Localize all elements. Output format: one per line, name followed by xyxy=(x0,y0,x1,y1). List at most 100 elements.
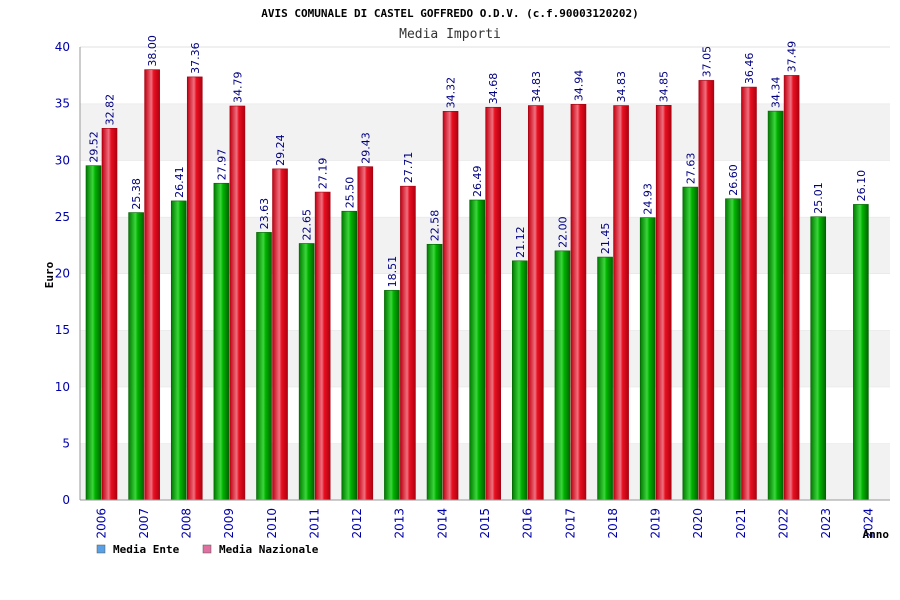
chart-subtitle: Media Importi xyxy=(399,27,501,42)
bar-media-ente xyxy=(725,198,741,501)
bar-media-nazionale xyxy=(655,105,672,501)
x-tick-label: 2007 xyxy=(137,508,151,539)
bar-media-nazionale xyxy=(101,128,118,501)
value-label-media-nazionale: 32.82 xyxy=(104,94,117,126)
value-label-media-nazionale: 34.32 xyxy=(445,77,458,109)
value-label-media-ente: 26.49 xyxy=(471,166,484,198)
value-label-media-ente: 21.12 xyxy=(514,226,527,258)
bar-media-ente xyxy=(639,217,656,501)
bar-media-ente xyxy=(85,165,102,501)
value-label-media-nazionale: 27.19 xyxy=(317,158,330,190)
chart-title: AVIS COMUNALE DI CASTEL GOFFREDO O.D.V. … xyxy=(261,7,639,20)
bar-media-nazionale xyxy=(357,166,374,501)
bar-media-nazionale xyxy=(783,75,800,501)
y-tick-label: 10 xyxy=(55,380,70,394)
bar-media-nazionale xyxy=(741,86,757,501)
value-label-media-nazionale: 34.83 xyxy=(615,71,628,103)
x-tick-label: 2021 xyxy=(734,508,748,539)
legend-label-media-ente: Media Ente xyxy=(113,543,180,556)
bar-media-ente xyxy=(128,212,144,501)
value-labels: 29.52 25.38 26.41 27.97 23.63 22.65 25.50 18.51… xyxy=(88,35,868,287)
value-label-media-ente: 29.52 xyxy=(88,131,101,163)
bar-media-nazionale xyxy=(400,185,416,501)
value-label-media-ente: 26.10 xyxy=(855,170,868,202)
bar-media-ente xyxy=(597,256,613,501)
value-label-media-ente: 25.38 xyxy=(130,178,143,210)
bar-media-nazionale xyxy=(314,191,331,501)
bar-media-nazionale xyxy=(485,106,501,501)
x-tick-label: 2023 xyxy=(819,508,833,539)
y-axis-label: Euro xyxy=(43,261,56,288)
x-tick-label: 2012 xyxy=(350,508,364,539)
x-tick-label: 2020 xyxy=(691,508,705,539)
value-label-media-ente: 24.93 xyxy=(642,183,655,215)
x-tick-label: 2013 xyxy=(393,508,407,539)
bar-media-ente xyxy=(426,243,443,501)
bar-media-nazionale xyxy=(229,105,246,501)
value-label-media-nazionale: 29.43 xyxy=(359,132,372,164)
legend-label-media-nazionale: Media Nazionale xyxy=(219,543,319,556)
bar-media-ente xyxy=(853,204,869,501)
value-label-media-nazionale: 38.00 xyxy=(146,35,159,67)
x-tick-label: 2017 xyxy=(563,508,577,539)
y-tick-label: 0 xyxy=(62,493,70,507)
x-tick-label: 2011 xyxy=(307,508,321,539)
bar-media-ente xyxy=(554,250,571,501)
bar-media-nazionale xyxy=(272,168,288,501)
x-tick-label: 2019 xyxy=(649,508,663,539)
value-label-media-nazionale: 34.83 xyxy=(530,71,543,103)
x-tick-label: 2008 xyxy=(180,508,194,539)
bar-media-ente xyxy=(298,243,315,501)
value-label-media-nazionale: 34.94 xyxy=(572,70,585,102)
bar-media-nazionale xyxy=(528,105,544,501)
value-label-media-ente: 21.45 xyxy=(599,223,612,255)
y-tick-label: 40 xyxy=(55,40,70,54)
x-tick-label: 2022 xyxy=(776,508,790,539)
x-tick-label: 2024 xyxy=(862,508,876,539)
value-label-media-ente: 22.58 xyxy=(429,210,442,242)
value-label-media-nazionale: 37.05 xyxy=(700,46,713,78)
bar-media-ente xyxy=(767,110,784,501)
value-label-media-ente: 25.50 xyxy=(343,177,356,209)
bar-media-nazionale xyxy=(442,111,459,501)
value-label-media-ente: 18.51 xyxy=(386,256,399,288)
bar-media-ente xyxy=(469,199,485,501)
bar-media-ente xyxy=(810,216,827,501)
y-tick-label: 30 xyxy=(55,153,70,167)
bar-media-nazionale xyxy=(144,69,160,501)
value-label-media-nazionale: 29.24 xyxy=(274,134,287,166)
value-label-media-nazionale: 34.79 xyxy=(231,72,244,104)
value-label-media-nazionale: 34.68 xyxy=(487,73,500,105)
value-label-media-ente: 26.41 xyxy=(173,166,186,198)
x-tick-label: 2014 xyxy=(435,508,449,539)
value-label-media-nazionale: 36.46 xyxy=(743,53,756,85)
bars xyxy=(85,69,869,501)
bar-media-nazionale xyxy=(570,104,587,501)
y-tick-label: 20 xyxy=(55,267,70,281)
x-tick-label: 2015 xyxy=(478,508,492,539)
value-label-media-ente: 27.97 xyxy=(215,149,228,181)
x-tick-label: 2009 xyxy=(222,508,236,539)
y-tick-label: 15 xyxy=(55,323,70,337)
bar-media-nazionale xyxy=(613,105,629,501)
x-tick-label: 2016 xyxy=(521,508,535,539)
y-tick-label: 5 xyxy=(62,436,70,450)
value-label-media-ente: 23.63 xyxy=(258,198,271,230)
value-label-media-nazionale: 37.49 xyxy=(786,41,799,73)
bar-media-ente xyxy=(682,186,699,501)
legend-swatch-media-ente xyxy=(96,544,106,554)
bar-media-ente xyxy=(213,182,230,501)
legend-swatch-media-nazionale xyxy=(202,544,212,554)
bar-media-ente xyxy=(256,232,272,501)
bar-media-nazionale xyxy=(186,76,203,501)
bar-media-ente xyxy=(512,260,528,501)
bar-media-nazionale xyxy=(698,80,715,501)
x-axis-ticks: 2006 2007 2008 2009 2010 2011 2012 2013 2014 2015… xyxy=(94,508,875,539)
value-label-media-ente: 27.63 xyxy=(684,153,697,185)
x-tick-label: 2006 xyxy=(94,508,108,539)
value-label-media-nazionale: 37.36 xyxy=(189,42,202,74)
x-tick-label: 2010 xyxy=(265,508,279,539)
y-tick-label: 25 xyxy=(55,210,70,224)
bar-media-ente xyxy=(384,290,400,501)
